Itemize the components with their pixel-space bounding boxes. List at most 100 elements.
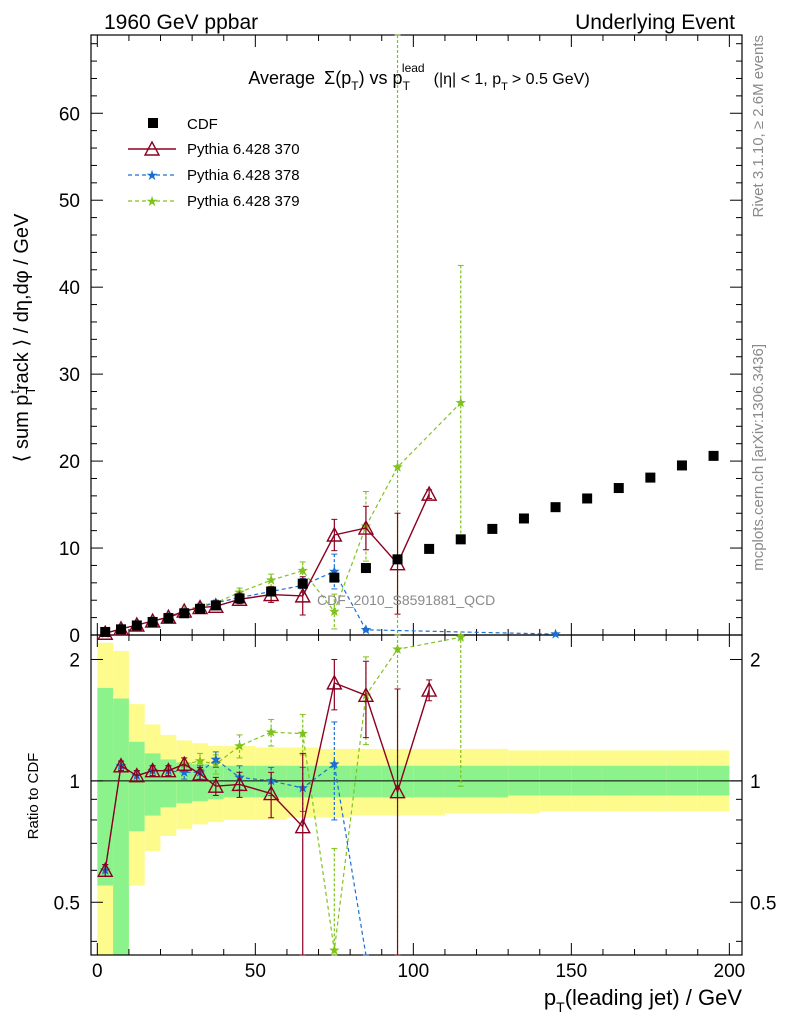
data-point	[357, 686, 375, 703]
ratio-frame	[90, 634, 743, 956]
inner-band-bin	[413, 765, 445, 798]
x-tick-label: 100	[397, 961, 429, 982]
data-point	[329, 566, 340, 576]
data-point	[360, 624, 372, 635]
data-point	[179, 766, 190, 777]
data-layer	[97, 34, 719, 956]
y-tick-label: 60	[59, 104, 80, 125]
inner-band-bin	[97, 687, 114, 886]
data-point	[265, 726, 277, 737]
data-point	[392, 554, 403, 565]
y-tick-label: 0	[69, 626, 80, 647]
x-tick-label: 200	[714, 961, 746, 982]
legend-marker-379: ★	[146, 193, 159, 209]
ratio-ylabel: Ratio to CDF	[25, 753, 42, 840]
data-point	[179, 608, 190, 619]
y-tick-label: 50	[59, 191, 80, 212]
legend-marker-370	[143, 140, 161, 156]
data-point	[100, 626, 111, 637]
ylabel-pre: ⟨ sum p	[11, 395, 33, 463]
data-point	[195, 603, 206, 614]
data-point	[357, 519, 375, 535]
main-series-pythia-6-428-370	[97, 485, 438, 640]
y-tick-label: 40	[59, 278, 80, 299]
legend-label-378: Pythia 6.428 378	[187, 167, 300, 184]
data-point	[262, 785, 280, 801]
data-point	[128, 767, 145, 783]
analysis-label: CDF_2010_S8591881_QCD	[317, 592, 495, 608]
y-tick-label: 10	[59, 539, 80, 560]
data-point	[420, 681, 438, 697]
header-right: Underlying Event	[575, 11, 735, 34]
legend-label-370: Pythia 6.428 370	[187, 141, 300, 158]
ratio-y-tick-label-right: 1	[750, 772, 761, 793]
data-point	[112, 757, 130, 773]
data-point	[708, 450, 719, 461]
title-average: Average	[248, 68, 315, 88]
data-point	[160, 762, 177, 778]
legend-label-cdf: CDF	[187, 116, 218, 133]
header-left: 1960 GeV ppbar	[104, 11, 258, 34]
data-point	[297, 565, 308, 576]
xlabel-post: (leading jet) / GeV	[565, 985, 743, 1010]
inner-band-bin	[113, 698, 129, 955]
main-series-cdf	[100, 450, 719, 637]
data-point	[329, 944, 340, 955]
data-point	[294, 587, 311, 603]
data-point	[676, 460, 687, 471]
data-point	[326, 526, 343, 542]
x-tick-label: 0	[92, 961, 103, 982]
data-point	[234, 740, 245, 751]
x-axis-label: pT(leading jet) / GeV	[544, 985, 742, 1015]
data-point	[329, 758, 340, 769]
data-point	[550, 502, 561, 513]
title-sup-lead: lead	[402, 61, 425, 75]
data-point	[389, 783, 406, 799]
ylabel-sup: t	[7, 390, 22, 394]
x-tick-label: 50	[245, 961, 266, 982]
data-point	[613, 483, 624, 494]
data-point	[116, 624, 127, 635]
data-point	[455, 631, 466, 642]
title-sub-t: T	[351, 79, 359, 93]
x-tick-label: 150	[555, 961, 587, 982]
data-point	[455, 534, 466, 545]
title-cuts-end: > 0.5 GeV)	[512, 71, 590, 88]
data-point	[582, 493, 593, 504]
ylabel-sub: T	[23, 387, 38, 395]
xlabel-pre: p	[544, 985, 556, 1010]
data-point	[550, 628, 561, 639]
data-point	[97, 861, 114, 878]
rivet-label: Rivet 3.1.10, ≥ 2.6M events	[750, 35, 767, 218]
data-point	[645, 472, 656, 483]
y-tick-label: 30	[59, 365, 80, 386]
xlabel-sub: T	[556, 999, 565, 1015]
ratio-y-tick-label: 2	[69, 650, 80, 671]
title-sub-t3: T	[501, 81, 508, 93]
legend-label-379: Pythia 6.428 379	[187, 193, 300, 210]
data-point	[518, 513, 529, 524]
ratio-series-pythia-6-428-370	[97, 658, 438, 956]
data-point	[392, 461, 403, 472]
data-point	[329, 606, 340, 616]
data-point	[147, 616, 158, 627]
data-point	[194, 755, 206, 766]
ratio-y-tick-label-right: 2	[750, 650, 761, 671]
axes-layer: 0 50 100 150 200 0 10 20 30 40 50 60 0.5 0.5 1 1 2 2	[54, 34, 776, 982]
ratio-y-tick-label: 1	[69, 772, 80, 793]
data-point	[266, 586, 277, 597]
series-line	[105, 493, 430, 634]
data-point	[455, 397, 466, 408]
data-point	[210, 754, 222, 764]
title-vs: ) vs p	[359, 68, 403, 88]
data-point	[131, 620, 142, 631]
legend: CDF Pythia 6.428 370 ★ Pythia 6.428 378 …	[128, 116, 300, 210]
data-point	[326, 674, 343, 690]
inner-band-bin	[350, 765, 382, 798]
data-point	[487, 523, 498, 534]
data-point	[207, 777, 224, 793]
data-point	[392, 643, 403, 654]
data-point	[265, 574, 277, 585]
